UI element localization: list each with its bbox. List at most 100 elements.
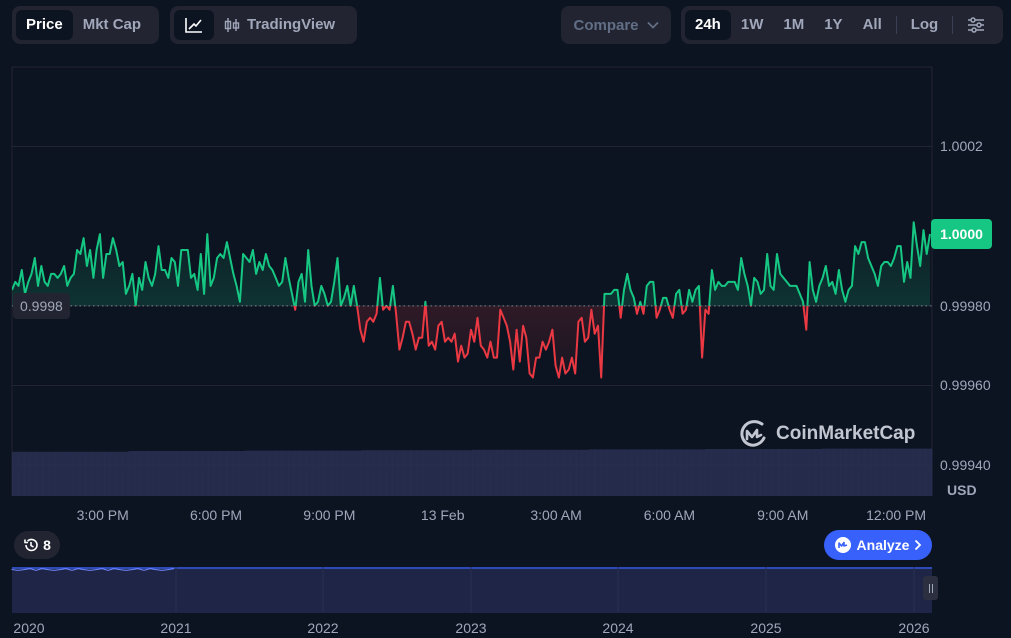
volume-bar bbox=[864, 448, 872, 496]
volume-bar bbox=[146, 451, 154, 496]
price-line-up bbox=[12, 221, 931, 306]
navigator[interactable] bbox=[11, 567, 932, 613]
compare-dropdown[interactable]: Compare bbox=[561, 6, 671, 44]
price-tab[interactable]: Price bbox=[16, 10, 73, 40]
volume-bar bbox=[263, 450, 270, 496]
navigator-wiggle bbox=[11, 568, 175, 571]
volume-bar bbox=[54, 451, 62, 496]
volume-bar bbox=[649, 449, 657, 496]
toolbar-divider bbox=[952, 16, 954, 34]
volume-bar bbox=[189, 451, 197, 496]
range-1m[interactable]: 1M bbox=[783, 16, 805, 33]
volume-bar bbox=[226, 451, 234, 496]
volume-bar bbox=[656, 449, 663, 496]
area-above bbox=[12, 222, 930, 306]
volume-bar bbox=[196, 451, 203, 496]
navigator-handle[interactable] bbox=[923, 576, 938, 600]
volume-bar bbox=[208, 451, 215, 496]
volume-bar bbox=[153, 451, 160, 496]
volume-bar bbox=[214, 451, 221, 496]
y-tick-label: 0.99940 bbox=[940, 457, 991, 474]
volume-bar bbox=[545, 449, 553, 496]
volume-bar bbox=[833, 448, 841, 496]
range-1y[interactable]: 1Y bbox=[824, 16, 843, 33]
volume-bar bbox=[269, 450, 277, 496]
range-24h[interactable]: 24h bbox=[685, 10, 731, 40]
chart-settings-button[interactable] bbox=[957, 10, 995, 40]
volume-bar bbox=[870, 448, 878, 496]
volume-bar bbox=[613, 449, 620, 496]
volume-bar bbox=[24, 451, 31, 496]
x-tick-label: 6:00 PM bbox=[189, 507, 243, 523]
volume-bar bbox=[465, 450, 473, 496]
volume-bar bbox=[514, 449, 522, 496]
y-tick-label: 0.99960 bbox=[940, 377, 991, 394]
volume-bar bbox=[490, 449, 497, 496]
volume-bar bbox=[140, 451, 148, 496]
tradingview-button[interactable]: TradingView bbox=[214, 10, 345, 40]
volume-bar bbox=[637, 449, 645, 496]
volume-bar bbox=[398, 450, 405, 496]
tradingview-label: TradingView bbox=[247, 16, 336, 33]
volume-bar bbox=[521, 449, 528, 496]
volume-bar bbox=[508, 449, 516, 496]
volume-bar bbox=[925, 448, 933, 496]
volume-bar bbox=[386, 450, 393, 496]
volume-bar bbox=[484, 449, 491, 496]
volume-bar bbox=[711, 449, 718, 496]
volume-bar bbox=[18, 451, 25, 496]
volume-bar bbox=[606, 449, 614, 496]
volume-bar bbox=[698, 449, 706, 496]
volume-bar bbox=[48, 451, 56, 496]
chart-type-toggle: Price Mkt Cap bbox=[12, 6, 159, 44]
volume-bar bbox=[858, 448, 865, 496]
volume-bar bbox=[502, 449, 510, 496]
volume-bar bbox=[324, 450, 332, 496]
navigator-year-label: 2021 bbox=[160, 620, 192, 636]
volume-bar bbox=[238, 451, 246, 496]
volume-bar bbox=[116, 451, 123, 496]
volume-bar bbox=[790, 449, 798, 496]
volume-bar bbox=[232, 451, 240, 496]
price-line-down bbox=[134, 305, 809, 379]
volume-bar bbox=[392, 450, 399, 496]
volume-bar bbox=[183, 451, 191, 496]
volume-bar bbox=[680, 449, 688, 496]
range-all[interactable]: All bbox=[862, 16, 882, 33]
volume-bar bbox=[797, 449, 804, 496]
volume-bar bbox=[852, 448, 859, 496]
volume-bar bbox=[741, 449, 749, 496]
volume-bar bbox=[429, 450, 436, 496]
line-chart-button[interactable] bbox=[174, 10, 214, 40]
volume-bar bbox=[330, 450, 338, 496]
volume-bar bbox=[416, 450, 424, 496]
volume-bar bbox=[815, 449, 822, 496]
currency-label: USD bbox=[947, 482, 977, 498]
watermark-text: CoinMarketCap bbox=[776, 423, 916, 444]
volume-bar bbox=[913, 448, 921, 496]
x-tick-label: 6:00 AM bbox=[643, 507, 696, 523]
volume-bar bbox=[631, 449, 638, 496]
volume-bar bbox=[67, 451, 74, 496]
volume-bar bbox=[662, 449, 669, 496]
volume-bar bbox=[36, 451, 44, 496]
navigator-year-label: 2023 bbox=[455, 620, 487, 636]
volume-bar bbox=[294, 450, 301, 496]
volume-bar bbox=[251, 450, 258, 496]
analyze-button[interactable]: Analyze bbox=[824, 530, 932, 560]
volume-bar bbox=[478, 449, 485, 496]
volume-bar bbox=[85, 451, 93, 496]
volume-bar bbox=[300, 450, 307, 496]
mkt-cap-tab[interactable]: Mkt Cap bbox=[82, 16, 142, 33]
log-scale-toggle[interactable]: Log bbox=[910, 16, 939, 33]
reference-price-tag: 0.9998 bbox=[13, 292, 70, 319]
history-button[interactable]: 8 bbox=[14, 531, 60, 559]
navigator-year-label: 2026 bbox=[898, 620, 930, 636]
chevron-down-icon bbox=[646, 21, 659, 29]
volume-bar bbox=[122, 451, 129, 496]
volume-bar bbox=[459, 450, 467, 496]
volume-bar bbox=[453, 450, 461, 496]
volume-bar bbox=[809, 449, 816, 496]
range-1w[interactable]: 1W bbox=[740, 16, 764, 33]
